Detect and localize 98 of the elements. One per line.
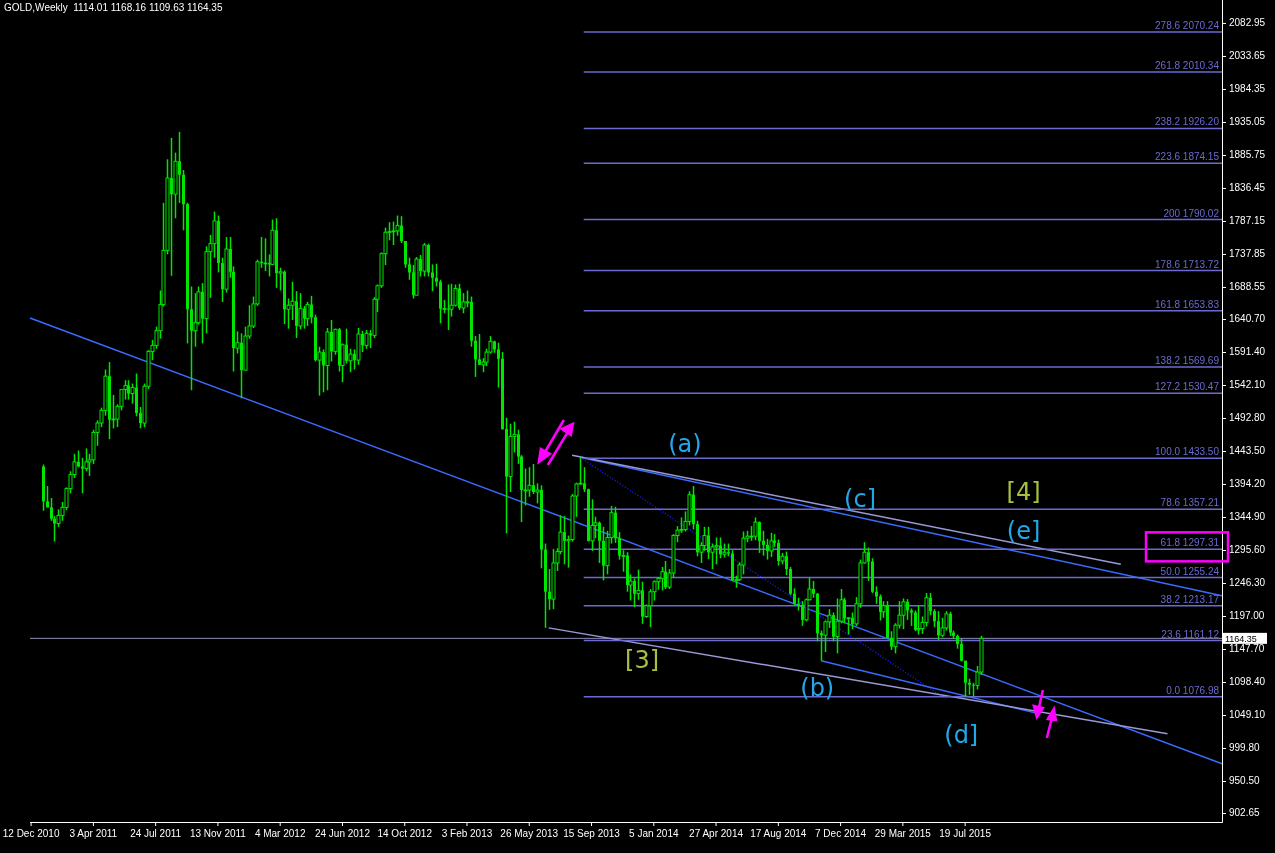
y-tick-label: 1492.80 — [1229, 412, 1266, 424]
annotation: [4] — [1006, 478, 1041, 507]
candlestick — [348, 348, 353, 373]
y-tick-label: 1688.55 — [1229, 281, 1266, 293]
annotation: 78.6 1357.21 — [1160, 497, 1220, 509]
annotation: [3] — [625, 645, 660, 674]
candlestick — [901, 597, 906, 630]
y-tick-label: 1246.30 — [1229, 577, 1266, 589]
x-tick-label: 5 Jan 2014 — [629, 828, 679, 839]
annotation: 178.6 1713.72 — [1155, 258, 1220, 270]
candlestick — [956, 633, 959, 650]
candlestick — [364, 329, 369, 350]
candlestick — [793, 587, 796, 606]
y-tick-label: 1344.90 — [1229, 511, 1266, 523]
candlestick — [910, 607, 913, 627]
annotation: (b) — [800, 673, 835, 702]
annotation: 278.6 2070.24 — [1155, 19, 1220, 31]
candlestick — [914, 609, 917, 632]
x-tick-label: 29 Mar 2015 — [874, 828, 932, 839]
x-tick-label: 15 Sep 2013 — [563, 828, 621, 839]
y-tick-label: 1885.75 — [1229, 149, 1266, 161]
candlestick — [431, 263, 434, 292]
y-tick-label: 902.65 — [1229, 807, 1261, 819]
x-tick-label: 7 Dec 2014 — [815, 828, 867, 839]
candlestick — [916, 604, 921, 636]
y-tick-label: 1394.20 — [1229, 478, 1266, 490]
candlestick — [871, 557, 874, 594]
y-tick-label: 1787.15 — [1229, 215, 1266, 227]
x-tick-label: 3 Feb 2013 — [441, 828, 493, 839]
y-tick-label: 1737.85 — [1229, 248, 1266, 260]
y-tick-label: 1591.40 — [1229, 346, 1266, 358]
candlestick — [391, 220, 396, 246]
candlestick — [42, 463, 45, 512]
candlestick — [408, 256, 411, 281]
y-tick-label: 1640.70 — [1229, 313, 1266, 325]
candlestick — [816, 592, 819, 643]
candlestick — [544, 542, 547, 629]
x-tick-label: 3 Apr 2011 — [69, 828, 118, 839]
y-tick-label: 1098.40 — [1229, 676, 1266, 688]
x-tick-label: 14 Oct 2012 — [377, 828, 433, 839]
x-tick-label: 17 Aug 2014 — [750, 828, 807, 839]
x-tick-label: 27 Apr 2014 — [689, 828, 744, 839]
candlestick — [960, 637, 963, 663]
ref-line-label: 1164.35 — [1225, 633, 1257, 644]
candlestick — [714, 536, 719, 566]
x-tick-label: 12 Dec 2010 — [2, 828, 60, 839]
candlestick — [964, 659, 967, 698]
annotation: 61.8 1297.31 — [1160, 537, 1220, 549]
annotation: 261.8 2010.34 — [1155, 60, 1220, 72]
candlestick — [773, 533, 776, 548]
y-tick-label: 1049.10 — [1229, 709, 1266, 721]
y-tick-label: 950.50 — [1229, 775, 1261, 787]
candlestick — [404, 240, 407, 269]
annotation: 138.2 1569.69 — [1155, 355, 1220, 367]
x-tick-label: 24 Jun 2012 — [314, 828, 371, 839]
candlestick — [474, 335, 477, 378]
chart-title: GOLD,Weekly 1114.01 1168.16 1109.63 1164.35 — [4, 2, 223, 13]
candlestick — [263, 237, 268, 272]
y-tick-label: 1984.35 — [1229, 83, 1266, 95]
candlestick — [435, 262, 438, 288]
annotation: (c] — [844, 484, 877, 513]
candlestick — [769, 532, 774, 558]
candlestick — [186, 202, 189, 345]
x-tick-label: 24 Jul 2011 — [130, 828, 182, 839]
annotation: 23.6 1161.12 — [1161, 628, 1220, 640]
annotation: 50.0 1255.24 — [1160, 565, 1220, 577]
x-tick-label: 19 Jul 2015 — [939, 828, 992, 839]
annotation: 238.2 1926.20 — [1155, 116, 1220, 128]
candlestick — [497, 341, 500, 389]
y-tick-label: 1147.70 — [1229, 643, 1265, 655]
annotation: 38.2 1213.17 — [1160, 593, 1220, 605]
annotation: 223.6 1874.15 — [1155, 151, 1220, 163]
x-tick-label: 4 Mar 2012 — [254, 828, 306, 839]
annotation: (d] — [944, 721, 979, 750]
y-tick-label: 2082.95 — [1229, 17, 1266, 29]
candlestick — [789, 566, 792, 596]
y-tick-label: 1542.10 — [1229, 379, 1266, 391]
annotation: (e] — [1006, 516, 1041, 545]
x-tick-label: 13 Nov 2011 — [189, 828, 247, 839]
annotation: 100.0 1433.50 — [1155, 446, 1220, 458]
candlestick — [762, 530, 765, 557]
annotation: (a) — [668, 430, 702, 459]
y-tick-label: 1836.45 — [1229, 182, 1266, 194]
y-tick-label: 1935.05 — [1229, 116, 1266, 128]
annotation: 127.2 1530.47 — [1155, 381, 1220, 393]
y-tick-label: 1197.00 — [1229, 610, 1265, 622]
x-tick-label: 26 May 2013 — [500, 828, 559, 839]
y-tick-label: 1443.50 — [1229, 445, 1266, 457]
annotation: 161.8 1653.83 — [1155, 298, 1220, 310]
annotation: 200 1790.02 — [1163, 207, 1220, 219]
y-tick-label: 999.80 — [1229, 742, 1261, 754]
annotation: 0.0 1076.98 — [1166, 684, 1220, 696]
candlestick — [182, 169, 185, 232]
y-tick-label: 1295.60 — [1229, 544, 1266, 556]
candlestick — [46, 485, 49, 509]
y-tick-label: 2033.65 — [1229, 50, 1266, 62]
candlestick — [933, 608, 936, 628]
candlestick — [968, 678, 971, 696]
